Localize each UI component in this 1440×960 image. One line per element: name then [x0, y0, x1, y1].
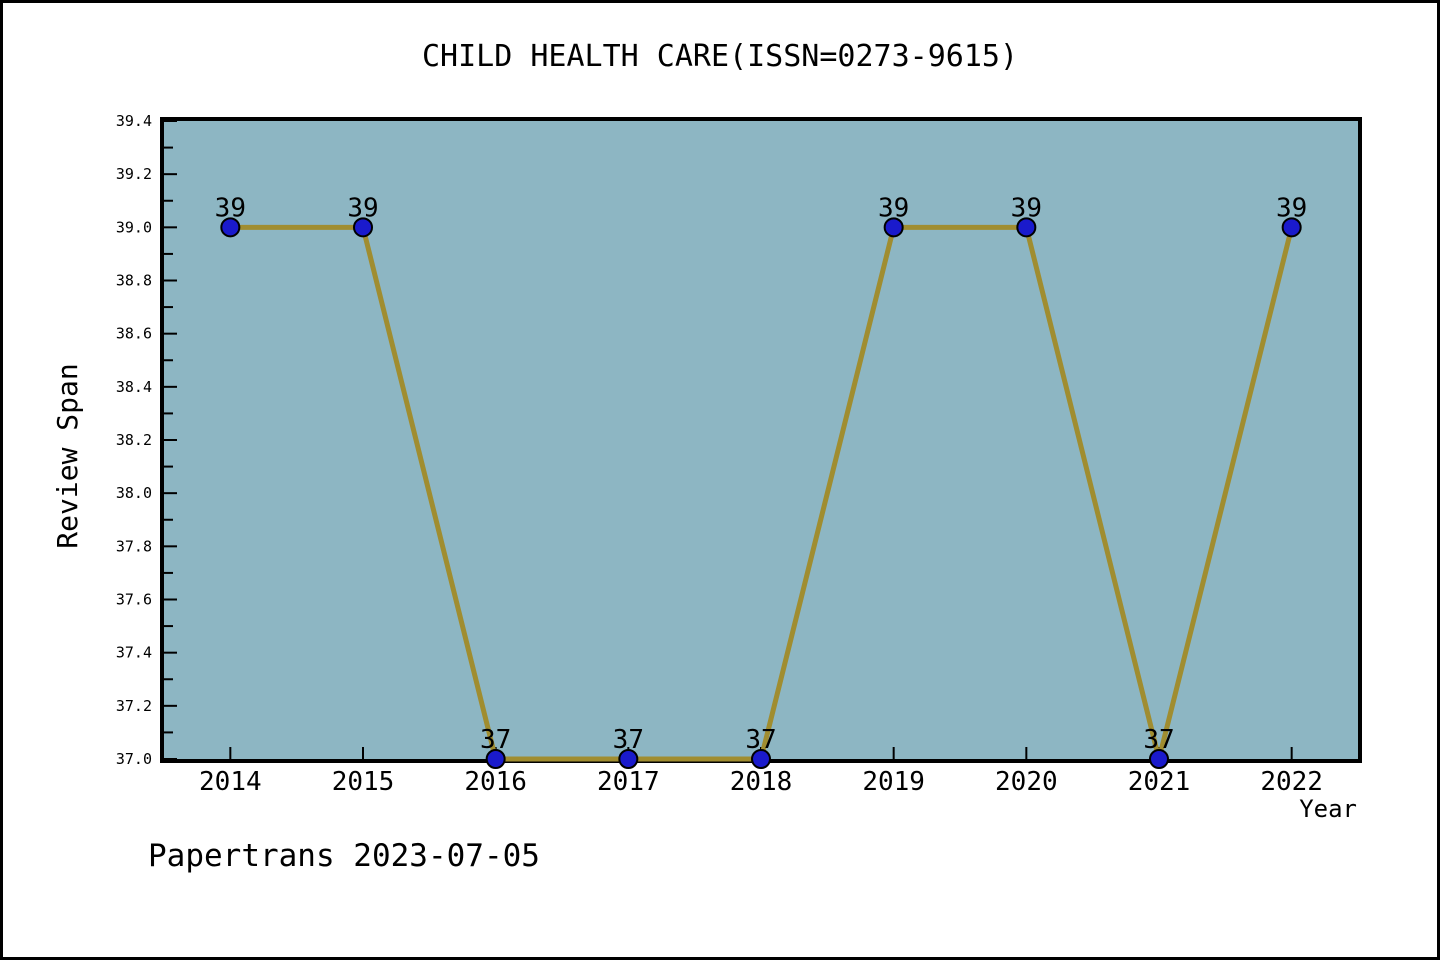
data-point-label: 39: [215, 193, 246, 223]
data-point-label: 39: [1011, 193, 1042, 223]
x-tick-label: 2015: [332, 767, 395, 797]
y-tick-label: 38.8: [116, 272, 152, 290]
x-tick-label: 2014: [199, 767, 262, 797]
x-tick-label: 2017: [597, 767, 660, 797]
y-tick-label: 37.8: [116, 537, 152, 555]
y-tick-label: 39.2: [116, 165, 152, 183]
data-point: [485, 749, 506, 769]
y-tick-label: 39.0: [116, 218, 152, 236]
data-point-label: 39: [347, 193, 378, 223]
x-tick-label: 2018: [730, 767, 793, 797]
data-point: [220, 217, 241, 238]
data-point: [883, 217, 904, 238]
chart-title: CHILD HEALTH CARE(ISSN=0273-9615): [421, 39, 1019, 74]
data-point-label: 37: [480, 725, 511, 755]
y-tick-label: 37.6: [116, 591, 152, 609]
y-tick-label: 38.0: [116, 484, 152, 502]
data-point: [1281, 217, 1302, 238]
data-point-label: 39: [878, 193, 909, 223]
y-tick-label: 39.4: [116, 112, 152, 130]
data-point-label: 39: [1276, 193, 1307, 223]
y-tick-label: 37.4: [116, 644, 152, 662]
y-tick-label: 38.4: [116, 378, 152, 396]
watermark-text: Papertrans 2023-07-05: [148, 838, 540, 874]
data-point-label: 37: [1143, 725, 1174, 755]
x-tick-label: 2021: [1128, 767, 1191, 797]
data-point: [1149, 749, 1169, 769]
data-point-label: 37: [745, 725, 776, 755]
y-axis-label: Review Span: [51, 363, 84, 548]
data-point: [751, 749, 771, 769]
y-tick-label: 37.0: [116, 750, 152, 768]
data-point: [353, 217, 373, 238]
data-point: [1016, 217, 1037, 238]
y-tick-label: 38.2: [116, 431, 152, 449]
x-axis-label: Year: [1299, 795, 1357, 823]
y-tick-label: 37.2: [116, 697, 152, 715]
x-tick-label: 2016: [464, 767, 527, 797]
x-tick-label: 2022: [1260, 767, 1323, 797]
data-point: [618, 749, 639, 769]
x-tick-label: 2020: [995, 767, 1058, 797]
data-point-label: 37: [613, 725, 644, 755]
y-tick-label: 38.6: [116, 325, 152, 343]
x-tick-label: 2019: [862, 767, 925, 797]
